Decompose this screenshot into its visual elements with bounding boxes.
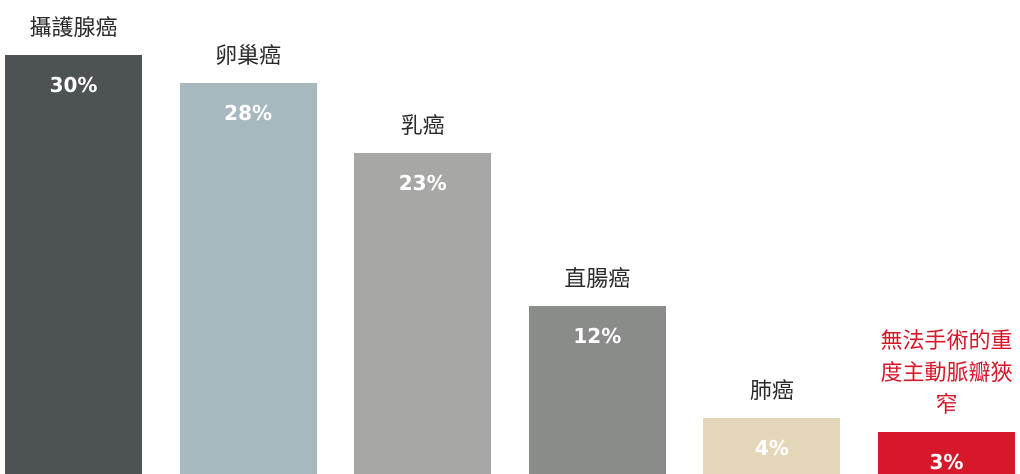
value-label: 4% bbox=[754, 436, 789, 461]
value-label: 12% bbox=[573, 324, 622, 349]
bar bbox=[179, 82, 317, 474]
category-label: 肺癌 bbox=[749, 379, 794, 405]
bar bbox=[528, 306, 666, 474]
category-label: 乳癌 bbox=[400, 113, 445, 139]
bar bbox=[878, 432, 1015, 474]
value-label: 3% bbox=[929, 450, 964, 474]
category-label: 直腸癌 bbox=[564, 267, 631, 293]
category-label: 無法手術的重度主動脈瓣狹窄 bbox=[880, 329, 1013, 419]
category-label: 攝護腺癌 bbox=[29, 16, 118, 41]
bar bbox=[354, 152, 492, 474]
bar bbox=[5, 55, 142, 474]
value-label: 30% bbox=[49, 73, 98, 97]
category-label: 卵巢癌 bbox=[215, 43, 282, 69]
value-label: 28% bbox=[224, 100, 273, 125]
value-label: 23% bbox=[398, 170, 447, 195]
bar bbox=[703, 418, 841, 474]
